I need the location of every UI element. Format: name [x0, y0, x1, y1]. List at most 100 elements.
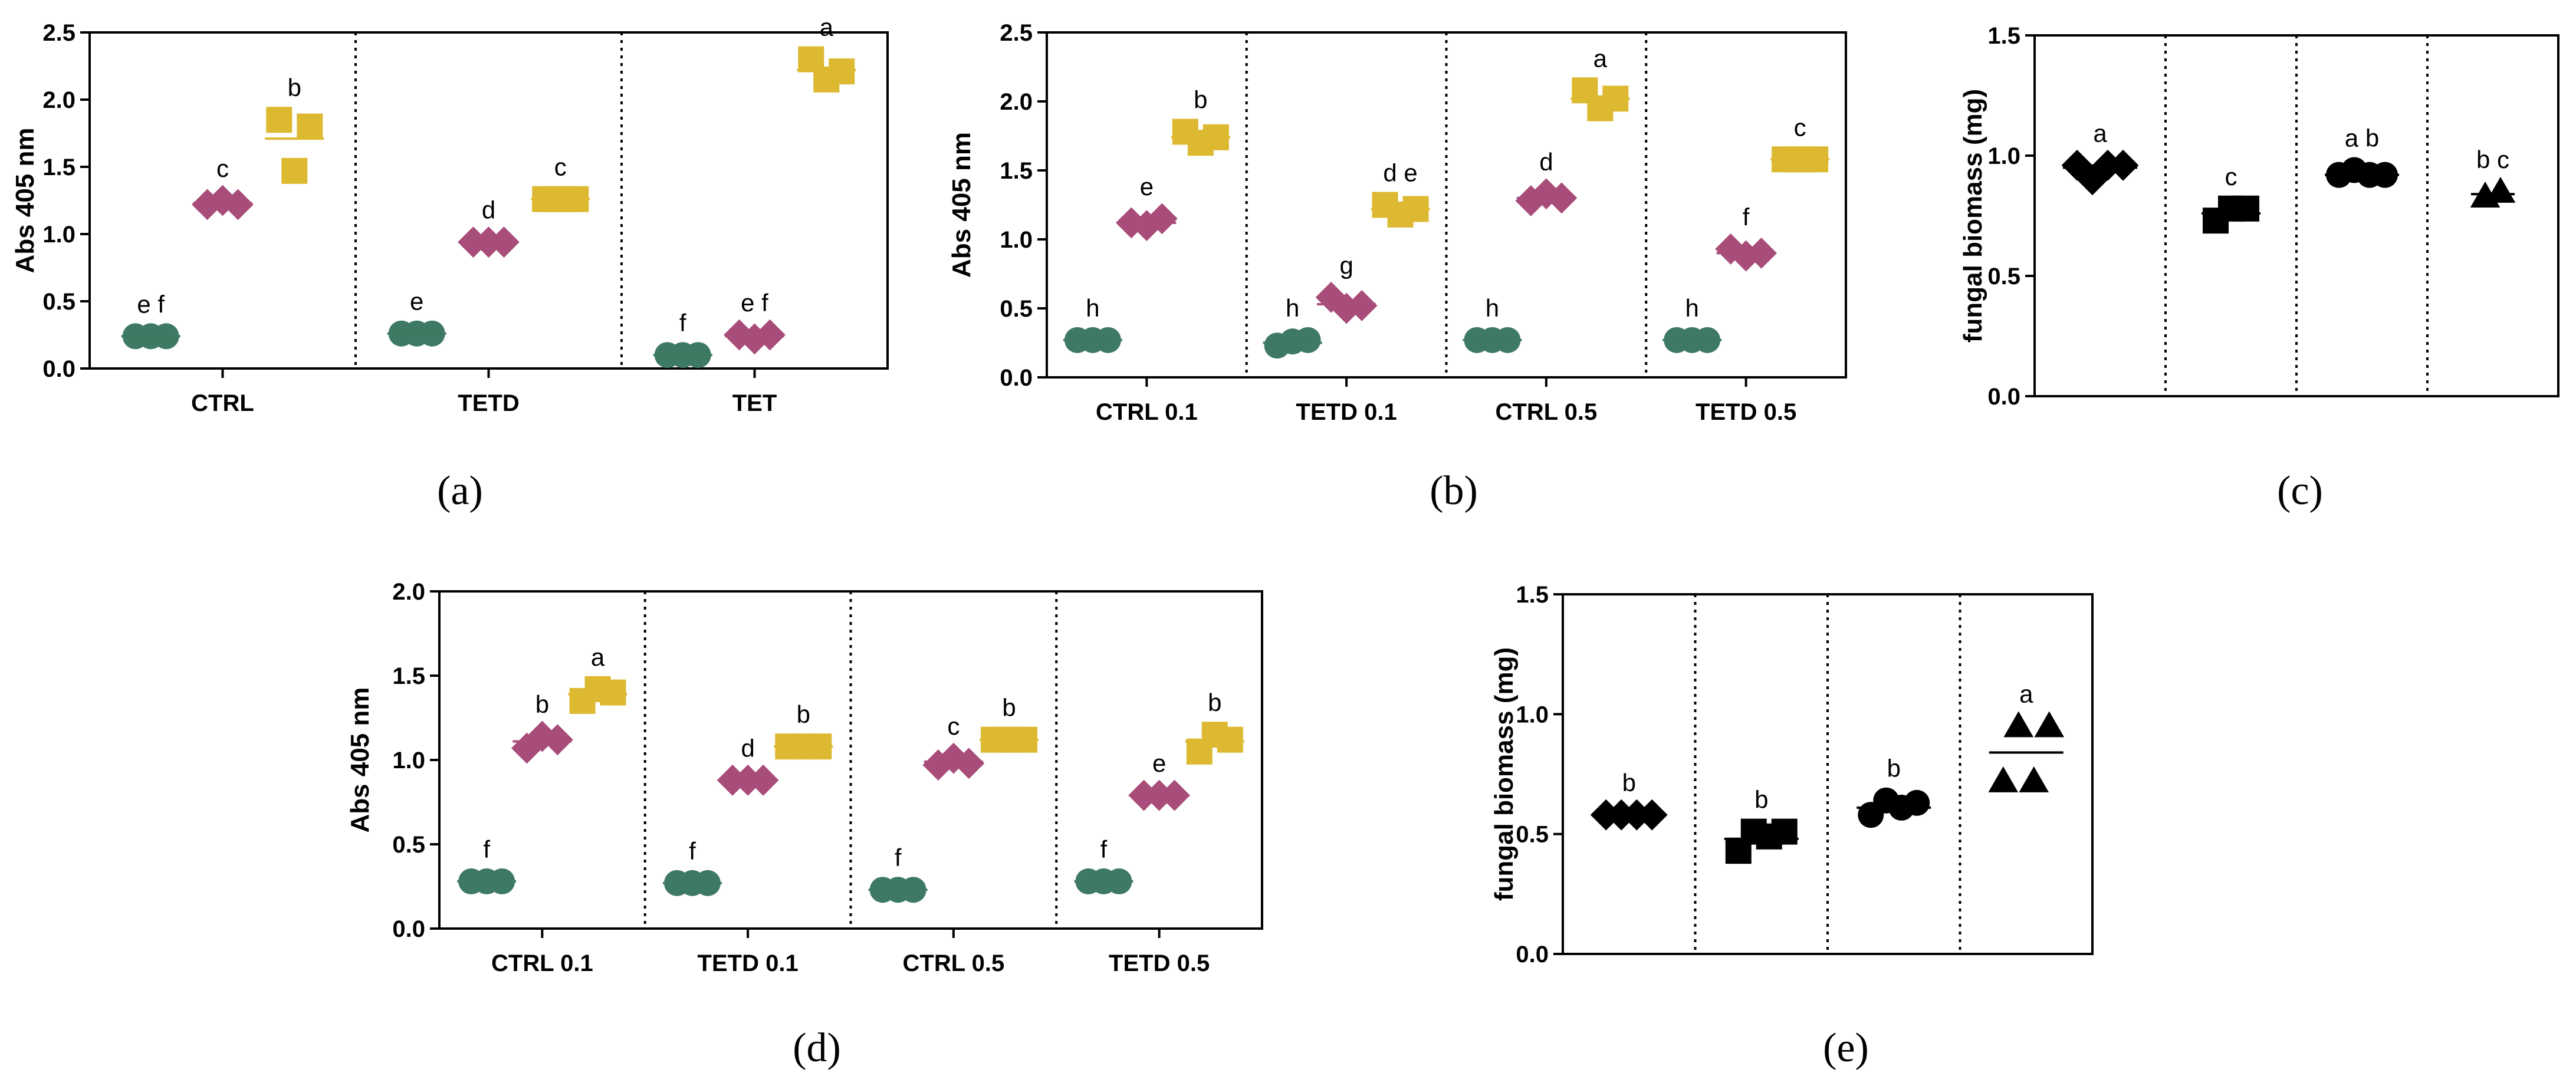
- y-tick-label: 0.0: [1516, 942, 1549, 967]
- significance-letter: b: [1194, 85, 1207, 113]
- data-point: [297, 113, 323, 140]
- panel-caption: (b): [1430, 468, 1478, 514]
- significance-letter: f: [689, 837, 696, 865]
- y-tick-label: 2.0: [42, 87, 75, 113]
- significance-letter: h: [1685, 294, 1698, 322]
- group-2: a b: [2325, 124, 2399, 188]
- chart-panel-c: 0.0 0.5 1.0 1.5 fungal biomass (mg) a c a b b c (…: [1959, 23, 2559, 514]
- significance-letter: f: [895, 844, 902, 871]
- data-point: [2233, 195, 2259, 222]
- significance-letter: f: [483, 835, 490, 863]
- significance-letter: b: [1887, 755, 1901, 782]
- group-1: TETD 0.1 f d b: [662, 700, 833, 976]
- panel-caption: (a): [437, 468, 483, 514]
- x-tick-label: TETD 0.1: [1296, 399, 1397, 425]
- data-point: [1294, 327, 1321, 353]
- x-tick-label: CTRL 0.5: [903, 950, 1005, 976]
- y-tick-label: 0.5: [42, 289, 75, 315]
- group-3: b c: [2470, 146, 2516, 208]
- panel-caption: (d): [793, 1025, 841, 1071]
- significance-letter: b: [288, 74, 301, 101]
- y-tick-label: 2.5: [1000, 20, 1033, 46]
- y-axis-title: fungal biomass (mg): [1490, 647, 1519, 901]
- significance-letter: a: [591, 643, 605, 671]
- significance-letter: b: [1622, 769, 1636, 797]
- data-point: [541, 724, 573, 756]
- x-tick-label: CTRL 0.5: [1496, 399, 1598, 425]
- y-tick-label: 1.5: [1000, 158, 1033, 184]
- panel-caption: (c): [2277, 468, 2323, 514]
- data-point: [281, 157, 308, 184]
- chart-panel-d: 0.0 0.5 1.0 1.5 2.0 Abs 405 nm CTRL 0.1 f b a TETD…: [346, 579, 1263, 1071]
- y-tick-label: 0.0: [42, 356, 75, 382]
- significance-letter: a: [2019, 680, 2033, 708]
- y-tick-label: 0.0: [392, 916, 425, 942]
- data-point: [1715, 233, 1747, 265]
- x-tick-label: CTRL 0.1: [1096, 399, 1198, 425]
- data-point: [266, 107, 293, 133]
- significance-letter: c: [554, 153, 567, 181]
- y-tick-label: 2.0: [392, 579, 425, 605]
- group-3: TETD 0.5 h f c: [1662, 113, 1830, 425]
- data-point: [1771, 818, 1798, 845]
- group-0: CTRL 0.1 h e b: [1063, 85, 1230, 425]
- significance-letter: e f: [137, 290, 165, 318]
- y-axis-title: Abs 405 nm: [346, 687, 374, 833]
- y-tick-label: 0.5: [392, 832, 425, 858]
- data-point: [207, 185, 238, 216]
- significance-letter: a b: [2345, 124, 2379, 152]
- group-0: CTRL e f c b: [121, 74, 324, 416]
- x-tick-label: CTRL 0.1: [491, 950, 593, 976]
- group-1: b: [1724, 786, 1799, 864]
- y-tick-label: 1.5: [1516, 582, 1549, 608]
- data-point: [1217, 726, 1243, 753]
- significance-letter: b: [1754, 786, 1768, 814]
- y-axis-title: Abs 405 nm: [947, 132, 976, 278]
- chart-panel-a: 0.0 0.5 1.0 1.5 2.0 2.5 Abs 405 nm CTRL e f c b TET…: [11, 14, 889, 514]
- group-0: b: [1590, 769, 1668, 831]
- significance-letter: e: [1152, 749, 1166, 777]
- data-point: [754, 319, 786, 351]
- group-3: TETD 0.5 f e b: [1074, 689, 1244, 976]
- y-tick-label: 0.0: [1000, 365, 1033, 391]
- group-0: CTRL 0.1 f b a: [457, 643, 627, 976]
- significance-letter: f: [1100, 835, 1108, 863]
- data-point: [1346, 289, 1378, 321]
- significance-letter: a: [2093, 119, 2107, 147]
- chart-panel-e: 0.0 0.5 1.0 1.5 fungal biomass (mg) b b b a (e): [1490, 582, 2094, 1071]
- significance-letter: b: [1208, 689, 1221, 716]
- significance-letter: b: [535, 690, 549, 718]
- data-point: [222, 189, 254, 221]
- significance-letter: h: [1286, 294, 1299, 322]
- significance-letter: a: [820, 14, 834, 41]
- data-point: [1904, 789, 1930, 816]
- significance-letter: f: [679, 309, 686, 337]
- data-point: [2034, 711, 2065, 738]
- y-tick-label: 0.0: [1987, 384, 2020, 410]
- group-2: CTRL 0.5 f c b: [868, 694, 1039, 976]
- y-tick-label: 1.0: [1987, 143, 2020, 169]
- y-tick-label: 1.5: [1987, 23, 2020, 49]
- group-3: a: [1988, 680, 2065, 792]
- significance-letter: g: [1339, 251, 1353, 279]
- y-tick-label: 1.0: [42, 222, 75, 248]
- data-point: [1988, 766, 2019, 792]
- panel-caption: (e): [1823, 1025, 1869, 1071]
- y-axis-title: fungal biomass (mg): [1959, 89, 1987, 343]
- data-point: [2019, 766, 2049, 792]
- data-point: [2003, 711, 2034, 738]
- y-tick-label: 1.5: [392, 663, 425, 689]
- y-tick-label: 2.0: [1000, 89, 1033, 115]
- significance-letter: d: [741, 734, 754, 762]
- y-tick-label: 1.0: [1516, 702, 1549, 728]
- group-0: a: [2061, 119, 2139, 196]
- significance-letter: e: [410, 288, 423, 315]
- data-point: [953, 748, 985, 779]
- significance-letter: e: [1140, 173, 1154, 200]
- significance-letter: c: [947, 712, 960, 740]
- y-tick-label: 0.5: [1000, 296, 1033, 322]
- group-2: TET f e f a: [653, 14, 856, 416]
- chart-panel-b: 0.0 0.5 1.0 1.5 2.0 2.5 Abs 405 nm CTRL 0.1 h e b T…: [947, 20, 1847, 514]
- data-point: [600, 679, 626, 706]
- y-tick-label: 1.5: [42, 154, 75, 180]
